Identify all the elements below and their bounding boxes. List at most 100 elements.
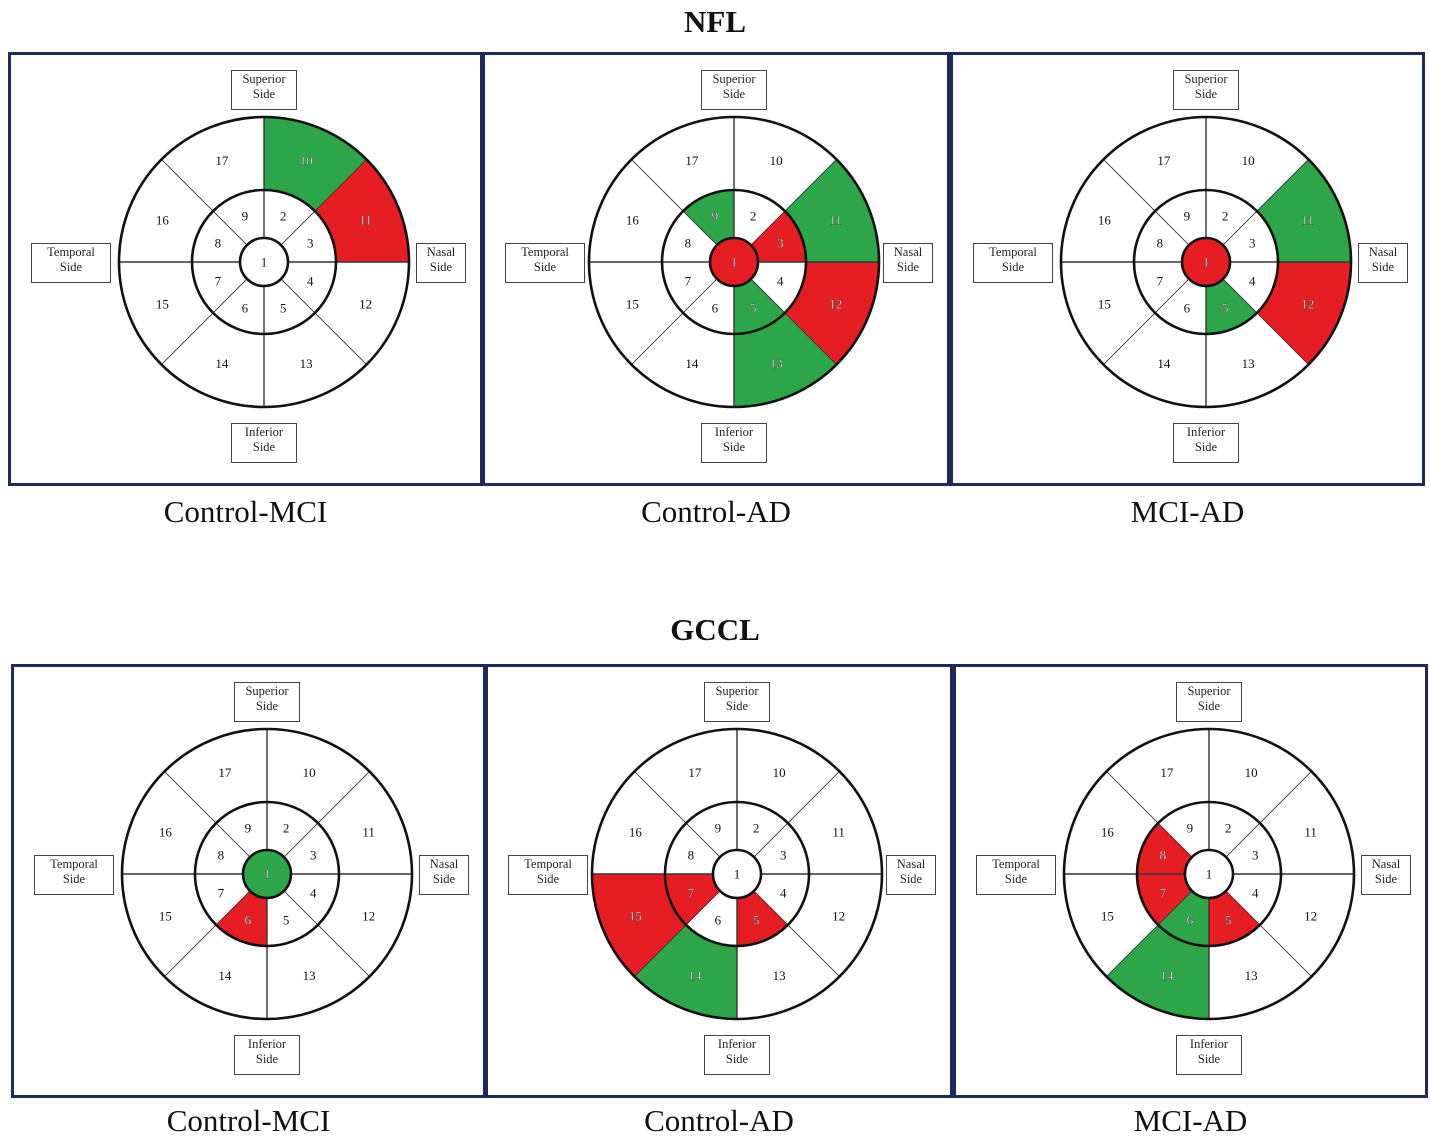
superior-side-label-line: Superior — [245, 684, 289, 698]
segment-4 — [283, 874, 339, 925]
segment-2 — [264, 190, 315, 246]
segment-number-label: 4 — [780, 886, 787, 901]
temporal-side-label-line: Side — [62, 872, 86, 886]
segment-9 — [216, 802, 267, 858]
segment-4 — [753, 874, 809, 925]
segment-1 — [240, 238, 288, 286]
segment-number-label: 12 — [1304, 909, 1317, 924]
temporal-side-label-line: Temporal — [989, 245, 1037, 259]
sector-divider — [283, 771, 370, 858]
superior-side-label-line: Side — [1197, 699, 1221, 713]
superior-side-label-line: Side — [1194, 87, 1218, 101]
segment-5 — [264, 278, 315, 334]
temporal-side-label-line: Temporal — [992, 857, 1040, 871]
segment-number-label: 5 — [283, 913, 290, 928]
sector-divider — [634, 771, 721, 858]
segment-9 — [213, 190, 264, 246]
segment-number-label: 4 — [310, 886, 317, 901]
segment-2 — [1206, 190, 1257, 246]
temporal-side-label: Temporal Side — [505, 243, 585, 283]
segment-number-label: 16 — [629, 824, 643, 839]
nasal-side-label-line: Nasal — [1371, 857, 1401, 871]
segment-6 — [683, 278, 734, 334]
segment-number-label: 13 — [303, 968, 316, 983]
sector-divider — [1103, 278, 1190, 365]
segment-7 — [665, 874, 721, 925]
sector-divider — [1222, 159, 1309, 246]
temporal-side-label-line: Temporal — [524, 857, 572, 871]
segment-number-label: 5 — [753, 913, 760, 928]
superior-side-label-line: Superior — [712, 72, 756, 86]
superior-side-label-line: Superior — [242, 72, 286, 86]
segment-3 — [753, 823, 809, 874]
segment-number-label: 7 — [688, 886, 695, 901]
inferior-side-label-line: Inferior — [247, 1037, 287, 1051]
inferior-side-label: Inferior Side — [704, 1035, 770, 1075]
segment-7 — [195, 874, 251, 925]
section-title: GCCL — [670, 612, 760, 647]
segment-number-label: 1 — [1206, 867, 1213, 882]
temporal-side-label-line: Temporal — [50, 857, 98, 871]
segment-number-label: 8 — [1157, 235, 1164, 250]
comparison-panel: 1 2 3 4 5 6 7 8 9 10 11 12 13 14 15 16 17 Superior Side Inf… — [953, 664, 1428, 1098]
nasal-side-label: Nasal Side — [1358, 243, 1408, 283]
segment-number-label: 13 — [770, 356, 783, 371]
segment-number-label: 1 — [261, 255, 268, 270]
segment-number-label: 10 — [1242, 153, 1255, 168]
segment-number-label: 13 — [300, 356, 313, 371]
sector-divider — [750, 159, 837, 246]
sector-divider — [280, 159, 367, 246]
sector-divider — [164, 890, 251, 977]
segment-number-label: 1 — [1203, 255, 1210, 270]
segment-4 — [1222, 262, 1278, 313]
segment-number-label: 10 — [1245, 765, 1258, 780]
sector-divider — [631, 159, 718, 246]
sector-divider — [1106, 771, 1193, 858]
segment-number-label: 14 — [685, 356, 699, 371]
segment-number-label: 14 — [1160, 968, 1174, 983]
segment-number-label: 5 — [280, 301, 287, 316]
segment-number-label: 15 — [156, 297, 169, 312]
segment-number-label: 9 — [712, 208, 719, 223]
segment-1 — [243, 850, 291, 898]
segment-number-label: 15 — [629, 909, 642, 924]
segment-number-label: 17 — [688, 765, 702, 780]
panel-caption: Control-AD — [644, 1103, 794, 1138]
segment-number-label: 14 — [1157, 356, 1171, 371]
segment-number-label: 2 — [283, 820, 290, 835]
temporal-side-label-line: Temporal — [47, 245, 95, 259]
segment-number-label: 15 — [159, 909, 172, 924]
segment-number-label: 6 — [1184, 301, 1191, 316]
inferior-side-label-line: Side — [1194, 440, 1218, 454]
inferior-side-label: Inferior Side — [1173, 423, 1239, 463]
nasal-side-label-line: Nasal — [893, 245, 923, 259]
segment-6 — [686, 890, 737, 946]
segment-number-label: 6 — [715, 913, 722, 928]
segment-1 — [1185, 850, 1233, 898]
superior-side-label-line: Superior — [715, 684, 759, 698]
nasal-side-label-line: Nasal — [426, 245, 456, 259]
segment-number-label: 8 — [685, 235, 692, 250]
segment-number-label: 6 — [712, 301, 719, 316]
segment-number-label: 15 — [1101, 909, 1114, 924]
segment-number-label: 4 — [777, 274, 784, 289]
segment-number-label: 3 — [307, 235, 314, 250]
segment-5 — [267, 890, 318, 946]
nasal-side-label: Nasal Side — [883, 243, 933, 283]
superior-side-label: Superior Side — [231, 70, 297, 110]
inferior-side-label-line: Inferior — [1189, 1037, 1229, 1051]
segment-5 — [737, 890, 788, 946]
temporal-side-label: Temporal Side — [973, 243, 1053, 283]
segment-2 — [737, 802, 788, 858]
segment-number-label: 9 — [1187, 820, 1194, 835]
sector-divider — [283, 890, 370, 977]
segment-number-label: 11 — [359, 212, 372, 227]
segment-8 — [192, 211, 248, 262]
segment-number-label: 5 — [1222, 301, 1229, 316]
segment-number-label: 17 — [685, 153, 699, 168]
nasal-side-label-line: Side — [1371, 260, 1395, 274]
ring — [117, 115, 411, 409]
